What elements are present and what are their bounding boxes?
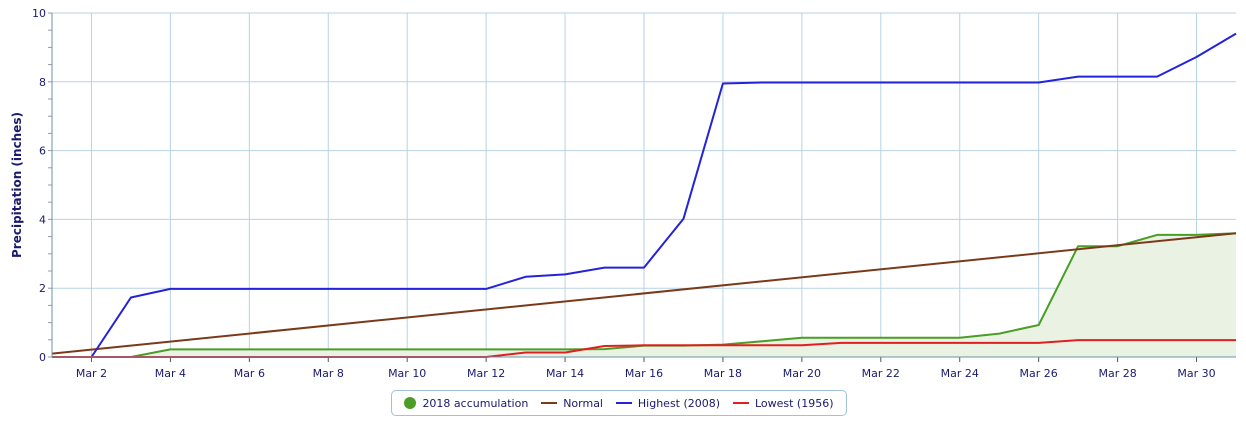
x-tick-label: Mar 18 xyxy=(704,367,742,380)
legend-label: Lowest (1956) xyxy=(754,396,834,410)
x-tick-label: Mar 20 xyxy=(783,367,821,380)
grid-lines xyxy=(52,12,1236,358)
x-tick-label: Mar 26 xyxy=(1020,367,1058,380)
y-tick-label: 0 xyxy=(39,351,46,364)
x-tick-label: Mar 10 xyxy=(388,367,426,380)
x-tick-label: Mar 24 xyxy=(941,367,979,380)
legend-line-icon xyxy=(541,402,558,404)
x-tick-label: Mar 16 xyxy=(625,367,663,380)
y-tick-label: 6 xyxy=(39,145,46,158)
x-tick-label: Mar 12 xyxy=(467,367,505,380)
legend-item-2018-accumulation[interactable]: 2018 accumulation xyxy=(404,397,528,410)
legend-item-lowest-1956[interactable]: Lowest (1956) xyxy=(732,396,834,410)
axes xyxy=(48,12,1236,362)
x-tick-label: Mar 2 xyxy=(76,367,107,380)
series-line-normal xyxy=(51,232,1237,355)
y-tick-labels: 0 2 4 6 8 10 xyxy=(32,7,46,364)
series-line-highest-2008 xyxy=(52,32,1237,358)
y-tick-label: 10 xyxy=(32,7,46,20)
x-tick-labels: Mar 2 Mar 4 Mar 6 Mar 8 Mar 10 Mar 12 Mar 14 Ma… xyxy=(76,367,1216,380)
series-area-2018-accumulation xyxy=(52,233,1236,357)
legend-label: Normal xyxy=(563,396,603,410)
y-tick-label: 8 xyxy=(39,76,46,89)
legend-dot-icon xyxy=(404,397,417,409)
y-axis-label: Precipitation (inches) xyxy=(10,112,24,258)
x-tick-label: Mar 6 xyxy=(234,367,265,380)
x-tick-label: Mar 14 xyxy=(546,367,584,380)
legend-label: 2018 accumulation xyxy=(422,396,529,410)
legend-line-icon xyxy=(732,402,749,404)
x-tick-label: Mar 4 xyxy=(155,367,186,380)
series-areas xyxy=(52,233,1236,357)
chart-legend: 2018 accumulation Normal Highest (2008) … xyxy=(391,390,847,416)
y-tick-label: 4 xyxy=(39,213,46,226)
legend-label: Highest (2008) xyxy=(637,396,721,410)
x-tick-label: Mar 30 xyxy=(1177,367,1215,380)
legend-item-highest-2008[interactable]: Highest (2008) xyxy=(615,396,721,410)
x-tick-label: Mar 8 xyxy=(313,367,344,380)
legend-line-icon xyxy=(615,402,632,404)
x-tick-label: Mar 28 xyxy=(1098,367,1136,380)
precipitation-chart: 0 2 4 6 8 10 Mar 2 Mar 4 Mar 6 Mar 8 Mar 10 Mar 12… xyxy=(10,7,1237,380)
y-tick-label: 2 xyxy=(39,282,46,295)
legend-item-normal[interactable]: Normal xyxy=(541,397,603,410)
x-tick-label: Mar 22 xyxy=(862,367,900,380)
